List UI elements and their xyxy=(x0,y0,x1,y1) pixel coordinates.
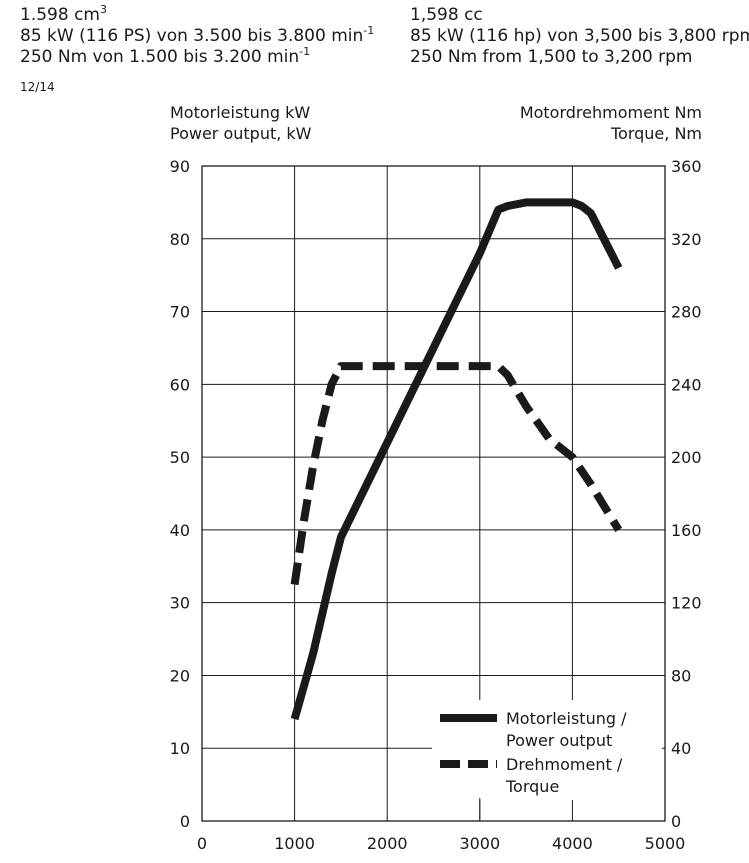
x-tick-label: 5000 xyxy=(645,834,686,853)
y-right-tick-label: 0 xyxy=(671,812,681,831)
y-left-tick-label: 40 xyxy=(170,521,190,540)
y-axis-left-ticks: 0 10 20 30 40 50 60 70 80 90 xyxy=(170,157,190,831)
spec-power-de: 85 kW (116 PS) von 3.500 bis 3.800 min-1 xyxy=(20,24,375,46)
y-left-tick-label: 70 xyxy=(170,303,190,322)
spec-displacement-de: 1.598 cm3 xyxy=(20,3,107,25)
spec-displacement-en: 1,598 cc xyxy=(410,5,483,25)
y-axis-right-ticks: 0 40 80 120 160 200 240 280 320 360 xyxy=(671,157,702,831)
legend-label: Torque xyxy=(505,777,559,796)
y-right-tick-label: 360 xyxy=(671,157,702,176)
y-left-tick-label: 20 xyxy=(170,666,190,685)
spec-block-english: 1,598 cc 85 kW (116 hp) von 3,500 bis 3,… xyxy=(410,5,749,68)
y-right-tick-label: 40 xyxy=(671,739,691,758)
y-left-tick-label: 60 xyxy=(170,375,190,394)
series-line-torque xyxy=(290,362,623,586)
x-tick-label: 3000 xyxy=(459,834,500,853)
legend-label: Motorleistung / xyxy=(506,709,627,728)
plot-frame xyxy=(201,165,666,822)
y-left-tick-label: 80 xyxy=(170,230,190,249)
y-right-tick-label: 160 xyxy=(671,521,702,540)
x-axis-ticks: 0 1000 2000 3000 4000 5000 xyxy=(197,834,685,853)
y-left-tick-label: 50 xyxy=(170,448,190,467)
y-left-tick-label: 10 xyxy=(170,739,190,758)
y-left-tick-label: 0 xyxy=(180,812,190,831)
x-tick-label: 0 xyxy=(197,834,207,853)
y-axis-left-title-line1: Motorleistung kW xyxy=(170,103,311,122)
legend-label: Drehmoment / xyxy=(506,755,623,774)
spec-block-german: 1.598 cm3 85 kW (116 PS) von 3.500 bis 3… xyxy=(20,3,375,68)
series-line-power xyxy=(290,198,623,721)
y-right-tick-label: 200 xyxy=(671,448,702,467)
y-right-tick-label: 280 xyxy=(671,303,702,322)
y-axis-right-title: Motordrehmoment Nm Torque, Nm xyxy=(520,102,702,144)
y-axis-right-title-line1: Motordrehmoment Nm xyxy=(519,103,702,122)
x-tick-label: 4000 xyxy=(552,834,593,853)
y-right-tick-label: 320 xyxy=(671,230,702,249)
y-axis-left-title: Motorleistung kW Power output, kW xyxy=(170,102,312,144)
spec-torque-de: 250 Nm von 1.500 bis 3.200 min-1 xyxy=(20,45,311,67)
legend-label: Power output xyxy=(506,731,612,750)
y-axis-left-title-line2: Power output, kW xyxy=(170,124,312,143)
x-tick-label: 1000 xyxy=(274,834,315,853)
y-right-tick-label: 80 xyxy=(671,666,691,685)
y-left-tick-label: 30 xyxy=(170,594,190,613)
legend: Motorleistung / Power output Drehmoment / T… xyxy=(440,709,627,796)
y-right-tick-label: 120 xyxy=(671,594,702,613)
edition-code: 12/14 xyxy=(20,80,55,94)
spec-torque-en: 250 Nm from 1,500 to 3,200 rpm xyxy=(410,47,693,67)
y-right-tick-label: 240 xyxy=(671,375,702,394)
y-left-tick-label: 90 xyxy=(170,157,190,176)
y-axis-right-title-line2: Torque, Nm xyxy=(610,124,702,143)
x-tick-label: 2000 xyxy=(367,834,408,853)
spec-power-en: 85 kW (116 hp) von 3,500 bis 3,800 rpm xyxy=(410,26,749,46)
